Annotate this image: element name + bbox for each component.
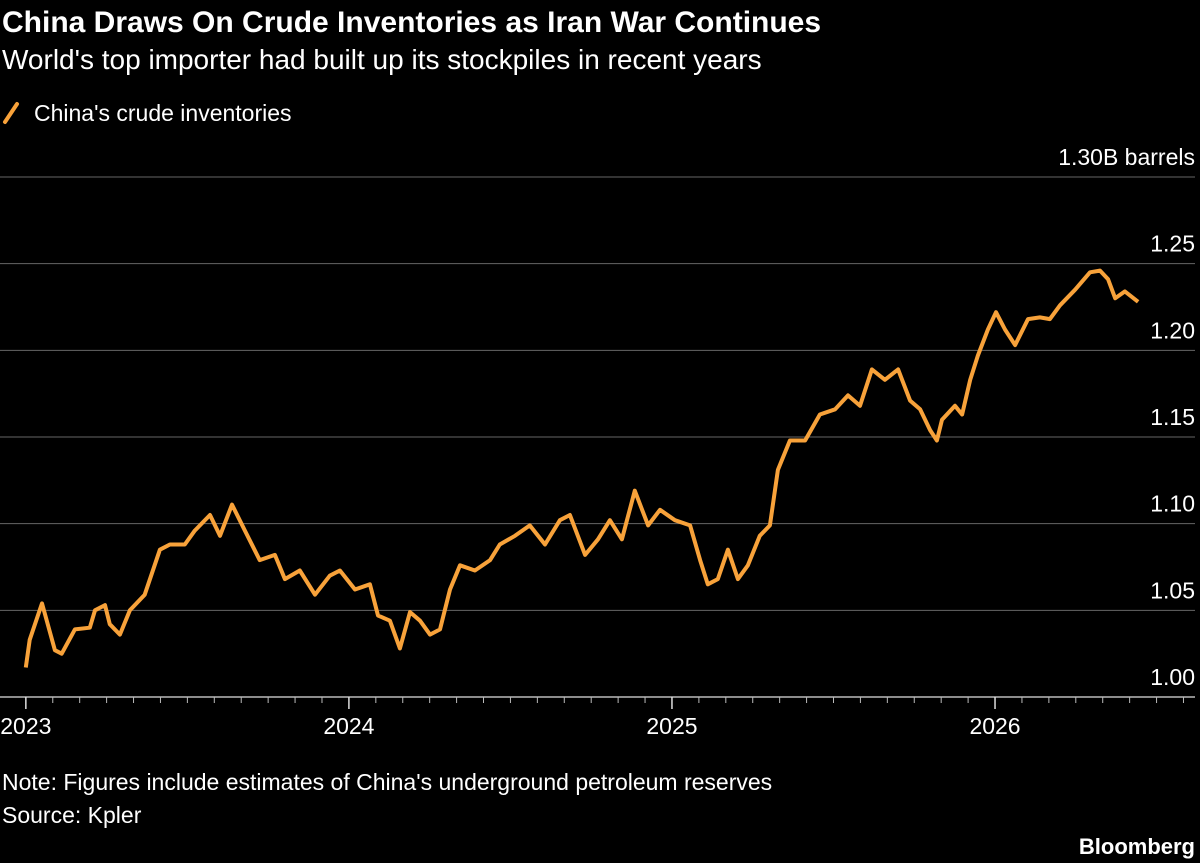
x-tick-label: 2025 [646,713,697,739]
brand: Bloomberg [1079,834,1195,859]
y-tick-label: 1.20 [1150,317,1195,343]
legend-label: China's crude inventories [34,100,292,126]
chart-title: China Draws On Crude Inventories as Iran… [2,6,821,39]
x-tick-label: 2023 [0,713,51,739]
y-tick-label: 1.30B barrels [1058,144,1195,170]
source: Source: Kpler [2,802,142,828]
legend-swatch [3,102,19,124]
x-tick-label: 2024 [323,713,374,739]
chart-subtitle: World's top importer had built up its st… [2,44,762,75]
y-tick-label: 1.05 [1150,577,1195,603]
data-line [23,268,1140,668]
note: Note: Figures include estimates of China… [2,769,772,795]
y-tick-label: 1.00 [1150,664,1195,690]
y-tick-label: 1.25 [1150,231,1195,257]
y-tick-label: 1.15 [1150,404,1195,430]
x-tick-label: 2026 [969,713,1020,739]
y-tick-label: 1.10 [1150,491,1195,517]
